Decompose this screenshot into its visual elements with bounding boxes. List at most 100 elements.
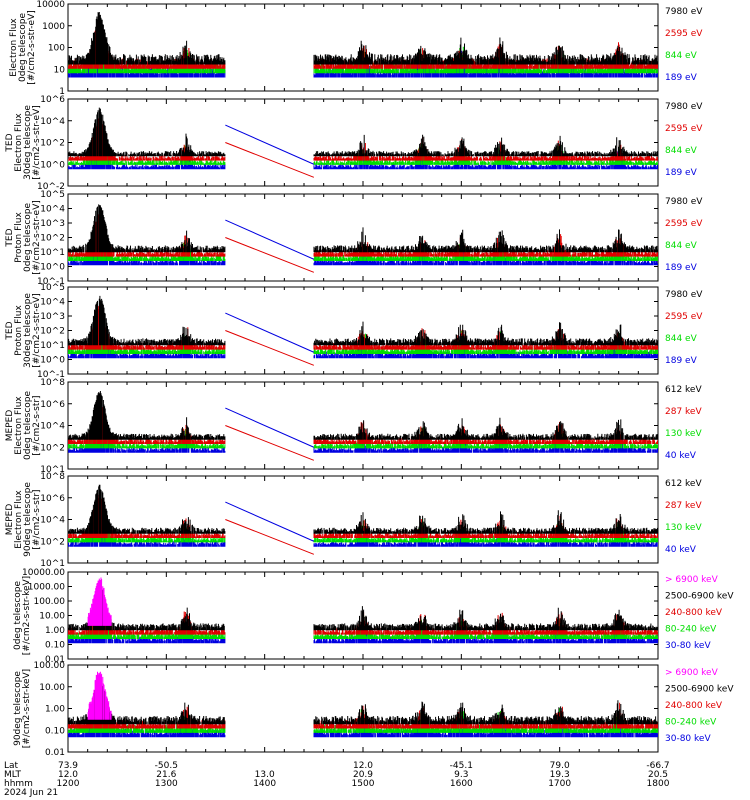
series-trace (68, 493, 658, 538)
series-trace (68, 212, 658, 257)
panel-4: 10^5 10^4 10^3 10^2 10^1 10^0 10^-1 TED Proton F… (5, 283, 703, 380)
y-axis-label: [#/cm2-s-str-eV] (32, 200, 42, 275)
legend-entry: 2595 eV (665, 29, 703, 39)
data-traces (68, 391, 658, 461)
data-traces (68, 107, 658, 178)
mlt-row-label: MLT (4, 770, 22, 780)
y-axis-label: Electron Flux (14, 490, 24, 549)
x-axis-mlt-value: 20.5 (648, 770, 668, 780)
panel-frame (67, 3, 659, 92)
x-axis-hhmm-value: 1800 (647, 779, 670, 789)
panel-8: 100.00 10.00 1.00 0.10 0.01 90deg telescope [#… (13, 661, 734, 758)
series-trace (68, 128, 658, 165)
y-tick-label: 10^2 (40, 537, 65, 547)
x-axis-lat-value: 12.0 (353, 761, 373, 771)
legend-entry: 7980 eV (665, 102, 703, 112)
y-tick-label: 10.00 (39, 612, 65, 622)
y-tick-label: 1000.00 (28, 583, 65, 593)
x-axis-mlt-value: 9.3 (454, 770, 468, 780)
y-axis-label: TED (5, 321, 15, 340)
y-tick-label: 10^0 (40, 160, 65, 170)
legend-entry: 287 keV (665, 501, 702, 511)
y-tick-label: 10^8 (40, 378, 65, 388)
gap-line (225, 330, 315, 366)
series-trace (68, 305, 658, 350)
y-axis-label: TED (5, 133, 15, 152)
y-tick-label: 1.00 (45, 626, 65, 636)
legend-entry: 189 eV (665, 73, 698, 83)
gap-line (225, 312, 315, 353)
y-tick-label: 100 (48, 44, 65, 54)
legend-entry: 844 eV (665, 51, 698, 61)
y-tick-label: 10^6 (40, 400, 65, 410)
y-axis-label: Proton Flux (14, 305, 24, 356)
legend-entry: 189 eV (665, 356, 698, 366)
legend-entry: 612 keV (665, 479, 702, 489)
y-tick-label: 10^4 (40, 205, 65, 215)
series-trace (68, 708, 658, 738)
x-axis-mlt-value: 12.0 (58, 770, 78, 780)
y-axis-label: 30deg telescope (23, 105, 33, 180)
y-tick-label: 1000 (42, 22, 65, 32)
series-trace (68, 107, 658, 157)
y-tick-label: 10^1 (40, 341, 65, 351)
panel-frame (67, 98, 659, 187)
y-tick-label: 10000.00 (22, 568, 65, 578)
y-axis-label: TED (5, 228, 15, 247)
series-trace (68, 137, 658, 170)
data-traces (68, 204, 658, 273)
y-axis-label: [#/cm2-s-str-keV] (22, 669, 32, 748)
legend-entry: 2500-6900 keV (665, 685, 734, 695)
y-tick-label: 100.00 (34, 597, 66, 607)
gap-line (225, 124, 315, 165)
time-axis-footer: Lat MLT hhmm 2024 Jun 21 73.912.01200-50… (4, 761, 670, 798)
gap-line (225, 237, 315, 273)
y-tick-label: 10^5 (40, 283, 65, 293)
y-tick-label: 0.01 (45, 748, 65, 758)
y-axis-label: MEPED (5, 504, 15, 536)
legend-entry: 844 eV (665, 241, 698, 251)
x-axis-lat-value: -45.1 (450, 761, 473, 771)
series-trace (68, 295, 658, 346)
legend-entry: 240-800 keV (665, 608, 723, 618)
panel-2: 10^6 10^4 10^2 10^0 10^-2 TED Electron Flux 30d… (5, 95, 703, 192)
series-trace (87, 671, 112, 720)
y-axis-label: Electron Flux (9, 18, 19, 77)
series-trace (68, 324, 658, 359)
series-trace (68, 204, 658, 253)
x-axis-mlt-value: 13.0 (255, 770, 275, 780)
legend-entry: 2595 eV (665, 124, 703, 134)
y-tick-label: 10^1 (40, 559, 65, 569)
y-tick-label: 10000 (36, 0, 65, 10)
legend-entry: 130 keV (665, 523, 702, 533)
series-trace (68, 315, 658, 354)
y-tick-label: 10^2 (40, 443, 65, 453)
gap-line (225, 425, 315, 461)
y-axis-label: [#/cm2-s-str-keV] (22, 576, 32, 655)
legend-entry: 7980 eV (665, 290, 703, 300)
lat-row-label: Lat (4, 761, 19, 771)
x-axis-lat-value: 73.9 (58, 761, 78, 771)
series-trace (87, 577, 112, 626)
legend-entry: 7980 eV (665, 7, 703, 17)
legend-entry: 80-240 keV (665, 625, 717, 635)
series-trace (68, 678, 658, 725)
y-axis-label: 0deg telescope (23, 203, 33, 273)
data-traces (68, 671, 658, 738)
y-tick-label: 1 (59, 87, 65, 97)
y-tick-label: 10^3 (40, 219, 65, 229)
x-axis-hhmm-value: 1200 (57, 779, 80, 789)
y-axis-label: [#/cm2-s-str] (32, 395, 42, 455)
y-tick-label: 10^0 (40, 356, 65, 366)
y-axis-label: 0deg telescope (23, 391, 33, 461)
series-trace (68, 606, 658, 639)
y-tick-label: 10^3 (40, 312, 65, 322)
y-axis-label: 90deg telescope (13, 671, 23, 746)
y-tick-label: 10^6 (40, 494, 65, 504)
series-trace (68, 222, 658, 261)
y-tick-label: 10^1 (40, 465, 65, 475)
series-trace (68, 586, 658, 631)
y-tick-label: 0.10 (45, 641, 65, 651)
date-label: 2024 Jun 21 (4, 788, 58, 798)
